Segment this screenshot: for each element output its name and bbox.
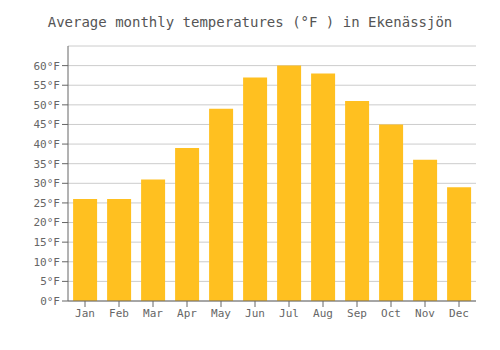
svg-text:25°F: 25°F (34, 197, 61, 210)
svg-text:50°F: 50°F (34, 99, 61, 112)
svg-text:Jun: Jun (245, 307, 265, 320)
svg-text:5°F: 5°F (40, 275, 60, 288)
svg-text:Oct: Oct (381, 307, 401, 320)
svg-text:30°F: 30°F (34, 177, 61, 190)
html-text:Average monthly temperatures (: Average monthly temperatures (°F ) in Ek… (47, 14, 453, 30)
svg-text:Apr: Apr (177, 307, 197, 320)
svg-text:10°F: 10°F (34, 256, 61, 269)
svg-text:Feb: Feb (109, 307, 129, 320)
svg-text:15°F: 15°F (34, 236, 61, 249)
svg-text:Jul: Jul (279, 307, 299, 320)
svg-text:0°F: 0°F (40, 295, 60, 308)
svg-text:35°F: 35°F (34, 158, 61, 171)
svg-text:20°F: 20°F (34, 216, 61, 229)
svg-text:Nov: Nov (415, 307, 435, 320)
svg-text:Mar: Mar (143, 307, 163, 320)
svg-text:Sep: Sep (347, 307, 367, 320)
svg-text:May: May (211, 307, 231, 320)
svg-text:60°F: 60°F (34, 60, 61, 73)
svg-text:45°F: 45°F (34, 118, 61, 131)
svg-text:Dec: Dec (449, 307, 469, 320)
svg-text:Aug: Aug (313, 307, 333, 320)
svg-text:40°F: 40°F (34, 138, 61, 151)
svg-text:Jan: Jan (75, 307, 95, 320)
svg-text:55°F: 55°F (34, 79, 61, 92)
